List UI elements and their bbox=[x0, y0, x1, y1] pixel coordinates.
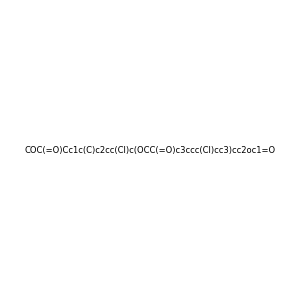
Text: COC(=O)Cc1c(C)c2cc(Cl)c(OCC(=O)c3ccc(Cl)cc3)cc2oc1=O: COC(=O)Cc1c(C)c2cc(Cl)c(OCC(=O)c3ccc(Cl)… bbox=[24, 146, 276, 154]
